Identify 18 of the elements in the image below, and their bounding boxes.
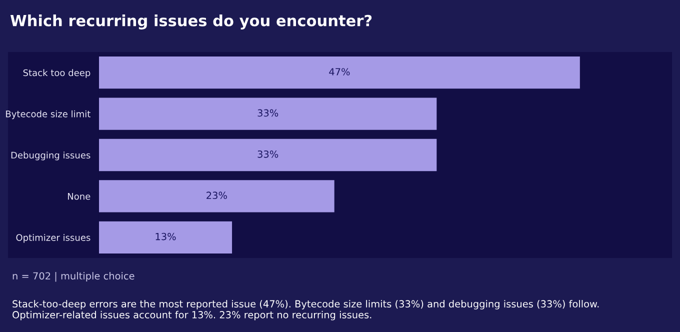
bar bbox=[99, 56, 580, 89]
y-tick-label: Optimizer issues bbox=[16, 234, 90, 243]
bar bbox=[99, 180, 334, 212]
y-tick-label: Stack too deep bbox=[23, 69, 90, 78]
chart-title: Which recurring issues do you encounter? bbox=[10, 14, 372, 30]
y-tick-label: Debugging issues bbox=[11, 152, 90, 160]
bar bbox=[99, 138, 437, 172]
y-tick-label: Bytecode size limit bbox=[6, 110, 90, 120]
data-label: 33% bbox=[258, 109, 278, 117]
data-label: 33% bbox=[258, 150, 278, 158]
bar bbox=[99, 221, 232, 254]
text: n = 702 | multiple choice bbox=[12, 272, 134, 282]
text: Stack-too-deep errors are the most reported issue (47%). Bytecode size limits (33%) and debugging issues (33%) follow. Optimizer-related issues account for 13%. 23% report no recurring issues. bbox=[12, 300, 599, 320]
data-label: 47% bbox=[329, 68, 350, 76]
data-label: 13% bbox=[156, 232, 176, 240]
y-tick-label: None bbox=[68, 193, 90, 200]
data-label: 23% bbox=[206, 192, 227, 200]
bar bbox=[99, 98, 437, 130]
